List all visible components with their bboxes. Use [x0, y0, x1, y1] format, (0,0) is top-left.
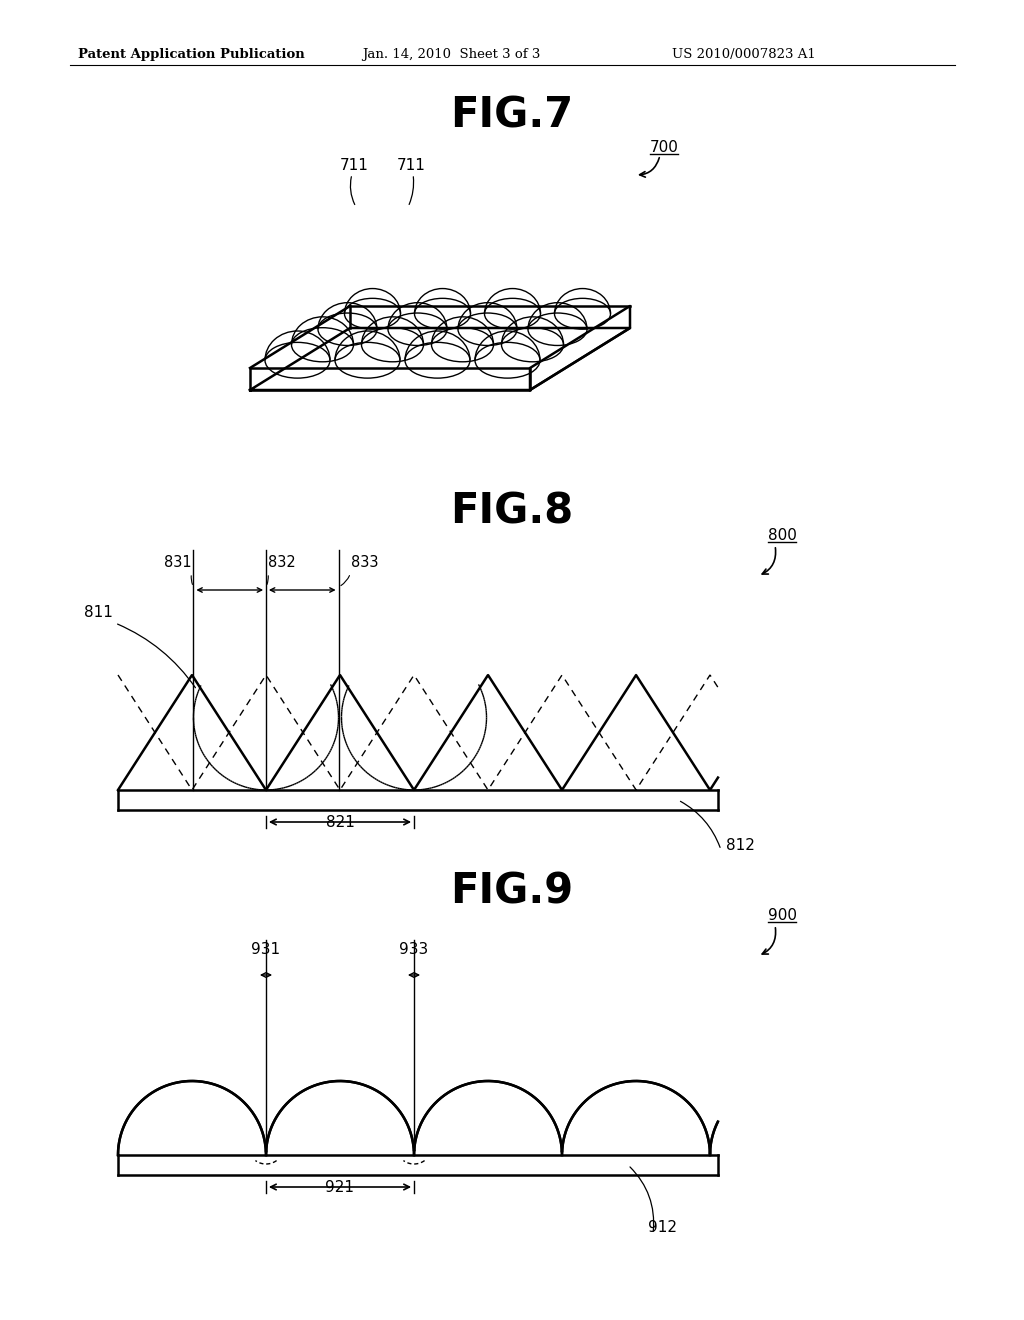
Text: 700: 700 [650, 140, 679, 154]
Text: 900: 900 [768, 908, 797, 923]
Text: 931: 931 [252, 942, 281, 957]
Text: 821: 821 [326, 814, 354, 830]
Text: 921: 921 [326, 1180, 354, 1195]
Text: FIG.9: FIG.9 [451, 870, 573, 912]
Text: 800: 800 [768, 528, 797, 543]
Text: 832: 832 [268, 554, 296, 570]
Text: 831: 831 [164, 554, 191, 570]
Text: Jan. 14, 2010  Sheet 3 of 3: Jan. 14, 2010 Sheet 3 of 3 [362, 48, 541, 61]
Text: 711: 711 [340, 158, 369, 173]
Text: Patent Application Publication: Patent Application Publication [78, 48, 305, 61]
Text: FIG.8: FIG.8 [451, 490, 573, 532]
Text: US 2010/0007823 A1: US 2010/0007823 A1 [672, 48, 816, 61]
Text: 833: 833 [350, 554, 378, 570]
Text: 912: 912 [648, 1220, 677, 1236]
Text: 811: 811 [84, 605, 113, 620]
Text: 933: 933 [399, 942, 429, 957]
Text: 812: 812 [726, 838, 755, 853]
Text: 711: 711 [397, 158, 426, 173]
Text: FIG.7: FIG.7 [451, 95, 573, 137]
